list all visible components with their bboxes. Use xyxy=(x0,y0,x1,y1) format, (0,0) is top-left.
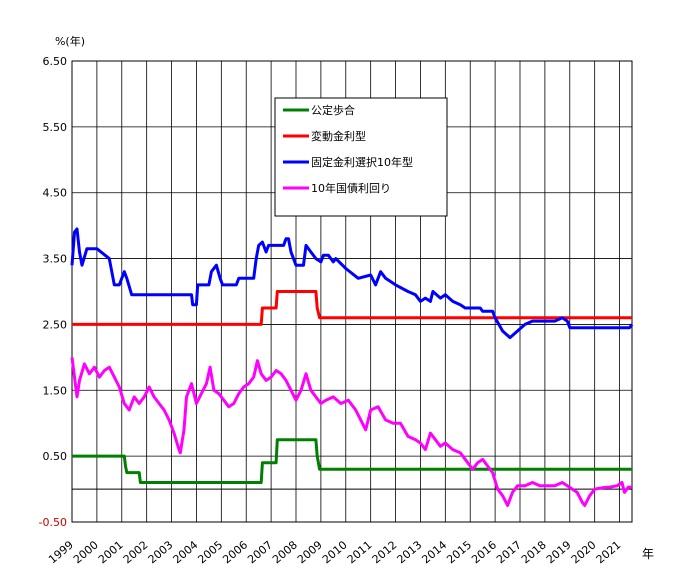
x-tick-label: 2008 xyxy=(270,538,300,566)
legend-label: 変動金利型 xyxy=(311,129,366,143)
x-tick-label: 2013 xyxy=(395,538,425,566)
x-tick-label: 2006 xyxy=(220,538,250,566)
x-tick-label: 2007 xyxy=(245,538,275,566)
legend-box xyxy=(274,97,448,217)
y-tick-label: 2.50 xyxy=(43,318,68,331)
x-tick-label: 2014 xyxy=(419,538,449,566)
x-tick-label: 2005 xyxy=(195,538,225,566)
series-lines xyxy=(70,227,634,507)
x-tick-label: 2012 xyxy=(370,538,400,566)
x-tick-label: 2019 xyxy=(544,538,574,566)
y-tick-label: 1.50 xyxy=(43,384,68,397)
y-tick-label: 5.50 xyxy=(43,121,68,134)
x-tick-label: 2001 xyxy=(96,538,126,566)
series-line-変動金利型 xyxy=(72,290,632,326)
x-tick-label: 1999 xyxy=(46,538,76,566)
series-line-公定歩合 xyxy=(72,438,632,484)
series-line-10年国債利回り xyxy=(70,357,632,507)
x-tick-label: 2020 xyxy=(569,538,599,566)
x-axis-ticks: 1999200020012002200320042005200620072008… xyxy=(46,538,623,566)
legend-label: 固定金利選択10年型 xyxy=(311,155,413,169)
y-axis-label: %(年) xyxy=(55,34,85,48)
x-tick-label: 2017 xyxy=(494,538,524,566)
y-tick-label: 0.50 xyxy=(43,450,68,463)
x-axis-label: 年 xyxy=(642,547,654,561)
x-tick-label: 2018 xyxy=(519,538,549,566)
x-tick-label: 2009 xyxy=(295,538,325,566)
y-tick-label: 3.50 xyxy=(43,253,68,266)
y-tick-label: 6.50 xyxy=(43,55,68,68)
y-tick-label: -0.50 xyxy=(39,516,67,529)
y-tick-label: 4.50 xyxy=(43,187,68,200)
x-tick-label: 2016 xyxy=(469,538,499,566)
series-line-固定金利選択10年型 xyxy=(70,227,634,340)
legend-label: 10年国債利回り xyxy=(311,181,391,195)
x-tick-label: 2000 xyxy=(71,538,101,566)
x-tick-label: 2015 xyxy=(444,538,474,566)
x-tick-label: 2010 xyxy=(320,538,350,566)
x-tick-label: 2004 xyxy=(171,538,201,566)
x-tick-label: 2011 xyxy=(345,538,375,566)
y-axis-ticks: 6.50 5.50 4.50 3.50 2.50 1.50 0.50 -0.50 xyxy=(39,55,67,529)
x-tick-label: 2021 xyxy=(594,538,624,566)
legend-label: 公定歩合 xyxy=(311,103,355,117)
x-tick-label: 2003 xyxy=(146,538,176,566)
x-tick-label: 2002 xyxy=(121,538,151,566)
